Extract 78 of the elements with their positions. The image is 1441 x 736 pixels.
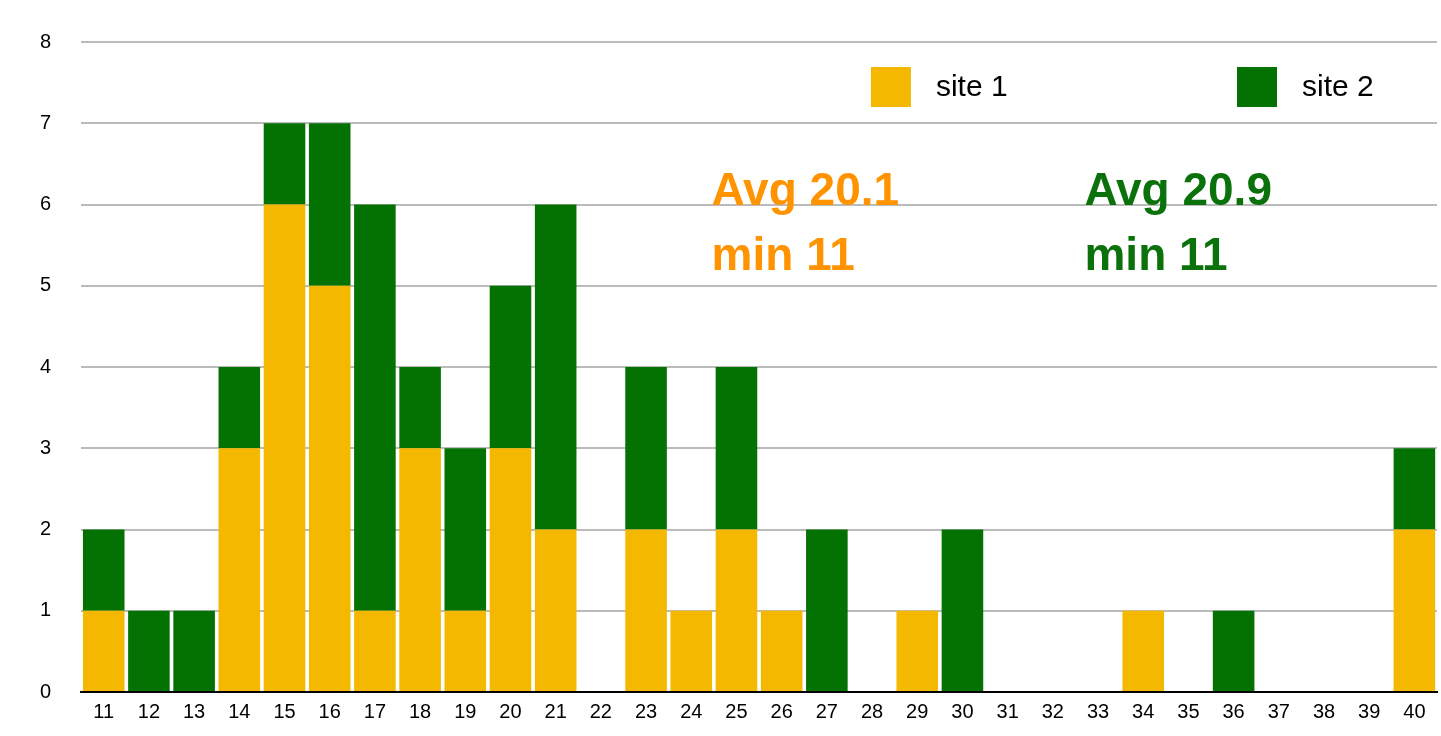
bar [1393,448,1436,530]
x-tick-label: 29 [906,699,929,722]
bar [715,529,758,691]
x-tick-label: 30 [951,699,974,722]
x-tick-label: 15 [273,699,296,722]
y-tick-label: 3 [40,435,52,458]
x-tick-label: 11 [93,699,115,722]
annotation: min 11 [711,227,855,280]
bar [218,367,261,449]
bar [128,610,170,691]
x-tick-label: 39 [1358,699,1381,722]
x-tick-label: 13 [182,699,206,722]
legend-label: site 1 [935,69,1008,103]
bar [444,448,487,611]
x-tick-label: 37 [1267,699,1290,722]
x-tick-label: 38 [1312,699,1336,722]
bar [1122,610,1165,691]
y-tick-label: 5 [40,273,52,296]
x-tick-label: 34 [1132,699,1155,722]
y-tick-label: 7 [40,110,52,133]
bar [173,610,215,691]
bar [354,610,396,691]
bar [625,367,667,530]
x-tick-label: 33 [1086,699,1110,722]
bar [1212,610,1255,691]
annotation: Avg 20.9 [1084,162,1272,215]
annotation: Avg 20.1 [711,162,900,215]
bar [82,529,125,611]
x-tick-label: 20 [499,699,522,722]
bar [82,610,125,691]
bar [534,529,577,691]
bar [399,448,441,691]
bar [308,285,351,691]
x-tick-label: 16 [318,699,341,722]
x-tick-label: 19 [454,699,477,722]
x-tick-label: 23 [634,699,658,722]
x-tick-label: 35 [1177,699,1200,722]
bar [263,204,306,691]
x-tick-label: 21 [544,699,567,722]
x-tick-label: 18 [408,699,432,722]
bar [354,204,396,611]
y-tick-label: 6 [40,192,52,215]
x-tick-label: 17 [363,699,387,722]
x-tick-label: 32 [1041,699,1064,722]
bar [444,610,487,691]
x-tick-label: 40 [1403,699,1426,722]
x-tick-label: 24 [680,699,703,722]
x-tick-label: 25 [725,699,748,722]
bar [1393,529,1436,691]
bar [263,123,306,205]
annotation: min 11 [1084,227,1228,280]
bar [715,367,758,530]
bar [489,448,532,691]
x-tick-label: 27 [815,699,838,722]
x-tick-label: 12 [137,699,161,722]
x-tick-label: 14 [228,699,251,722]
bar [489,285,532,449]
legend-label: site 2 [1302,69,1374,103]
y-tick-label: 8 [40,29,52,52]
x-tick-label: 36 [1222,699,1245,722]
bar [308,123,351,286]
bar [399,367,441,449]
bar [670,610,713,691]
y-tick-label: 1 [40,598,52,621]
y-tick-label: 0 [40,679,52,702]
bar [941,529,984,691]
bar [534,204,577,530]
bar [896,610,939,691]
x-tick-label: 31 [996,699,1019,722]
y-tick-label: 2 [40,517,52,540]
y-tick-label: 4 [40,354,52,377]
x-tick-label: 22 [589,699,612,722]
x-tick-label: 26 [770,699,793,722]
bar [218,448,261,691]
bar [806,529,848,691]
x-tick-label: 28 [860,699,884,722]
bar [760,610,803,691]
bar [625,529,667,691]
